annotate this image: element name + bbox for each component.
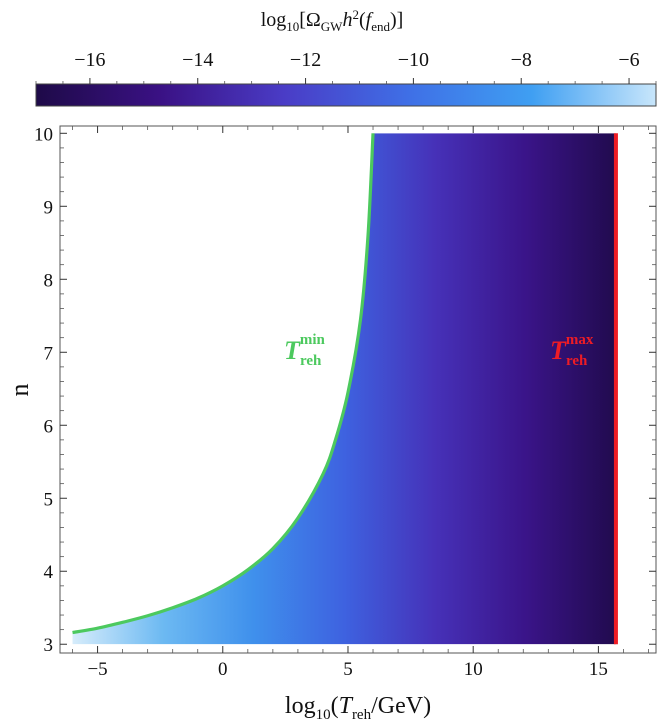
y-axis-label: n [5, 384, 34, 397]
colorbar-tick-label: −12 [290, 49, 321, 71]
colorbar-title-f: f [366, 9, 374, 31]
colorbar-title-h: h [342, 9, 352, 31]
x-axis-label-log-sub: 10 [316, 707, 331, 723]
y-tick-label: 4 [44, 562, 54, 583]
colorbar-title-omega-sub: GW [321, 19, 343, 34]
plot-frame [59, 125, 657, 654]
y-tick-label: 10 [34, 124, 53, 145]
x-axis-label: log10(Treh/GeV) [285, 693, 431, 723]
colorbar: −16 −14 −12 −10 −8 −6 [35, 49, 657, 107]
colorbar-title-open: [Ω [299, 9, 321, 31]
colorbar-title-close: )] [390, 9, 403, 31]
colorbar-title-log-sub: 10 [286, 19, 299, 34]
x-axis-label-t: T [339, 693, 354, 719]
y-tick-label: 8 [44, 270, 54, 291]
colorbar-tick-label: −8 [511, 49, 532, 71]
colorbar-tick-label: −14 [182, 49, 213, 71]
x-axis-ticks: −5 0 5 10 15 [72, 126, 649, 680]
x-tick-label: 5 [343, 659, 353, 680]
t-reh-min-curve [72, 133, 375, 635]
t-reh-max-label-sub: reh [566, 353, 588, 369]
colorbar-title-log: log [261, 9, 287, 31]
colorbar-title-h-sup: 2 [352, 7, 359, 22]
x-axis-label-log: log [285, 693, 316, 719]
t-reh-min-label-sub: reh [300, 353, 322, 369]
x-tick-label: 0 [218, 659, 228, 680]
y-axis-ticks: 3 4 5 6 7 8 9 10 [34, 124, 656, 656]
colorbar-tick-label: −10 [398, 49, 429, 71]
y-tick-label: 3 [44, 635, 54, 656]
colorbar-title-f-sub: end [371, 19, 390, 34]
colorbar-tick-label: −6 [618, 49, 639, 71]
y-tick-label: 7 [44, 343, 54, 364]
plot-area: −5 0 5 10 15 3 4 5 6 7 8 9 10 [34, 124, 657, 680]
x-axis-label-open: ( [331, 693, 339, 719]
x-tick-label: 10 [464, 659, 483, 680]
colorbar-strip [35, 83, 657, 107]
colorbar-ticks: −16 −14 −12 −10 −8 −6 [35, 49, 657, 84]
x-tick-label: 15 [589, 659, 608, 680]
x-axis-label-rest: /GeV) [371, 693, 431, 719]
t-reh-max-label-t: T [550, 336, 567, 365]
x-tick-label: −5 [87, 659, 107, 680]
t-reh-min-label-sup: min [300, 332, 326, 348]
t-reh-max-label: Tmax reh [550, 332, 594, 369]
y-tick-label: 9 [44, 197, 54, 218]
colorbar-tick-label: −16 [74, 49, 105, 71]
colorbar-title: log10[ΩGWh2(fend)] [261, 7, 404, 34]
y-tick-label: 6 [44, 416, 54, 437]
y-tick-label: 5 [44, 489, 54, 510]
t-reh-max-label-sup: max [566, 332, 594, 348]
t-reh-min-label-t: T [284, 336, 301, 365]
colorbar-title-f-open: ( [359, 9, 366, 31]
t-reh-min-label: Tmin reh [284, 332, 326, 369]
x-axis-label-t-sub: reh [352, 707, 372, 723]
